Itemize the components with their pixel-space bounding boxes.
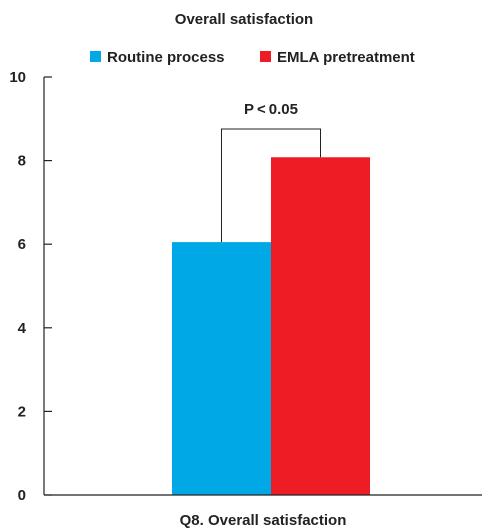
y-tick-label-4: 4 <box>18 320 27 337</box>
bars <box>172 157 370 496</box>
bar-routine-process <box>172 242 271 495</box>
bar-emla-pretreatment <box>271 157 370 496</box>
legend-label-emla-pretreatment: EMLA pretreatment <box>277 49 415 66</box>
legend-label-routine-process: Routine process <box>107 49 225 66</box>
significance-bracket <box>221 128 321 243</box>
y-tick-label-0: 0 <box>18 487 26 504</box>
x-axis-label: Q8. Overall satisfaction <box>180 512 347 529</box>
chart-title: Overall satisfaction <box>175 11 313 28</box>
legend-swatch-routine-process <box>90 51 101 62</box>
y-tick-label-6: 6 <box>18 236 26 253</box>
y-axis: 0 2 4 6 8 10 <box>9 69 52 504</box>
legend-swatch-emla-pretreatment <box>260 51 271 62</box>
y-tick-label-8: 8 <box>18 153 26 170</box>
significance-annotation: P < 0.05 <box>221 101 321 243</box>
y-tick-label-10: 10 <box>9 69 26 86</box>
y-tick-label-2: 2 <box>18 403 26 420</box>
significance-label: P < 0.05 <box>244 101 298 118</box>
legend: Routine process EMLA pretreatment <box>90 49 415 66</box>
